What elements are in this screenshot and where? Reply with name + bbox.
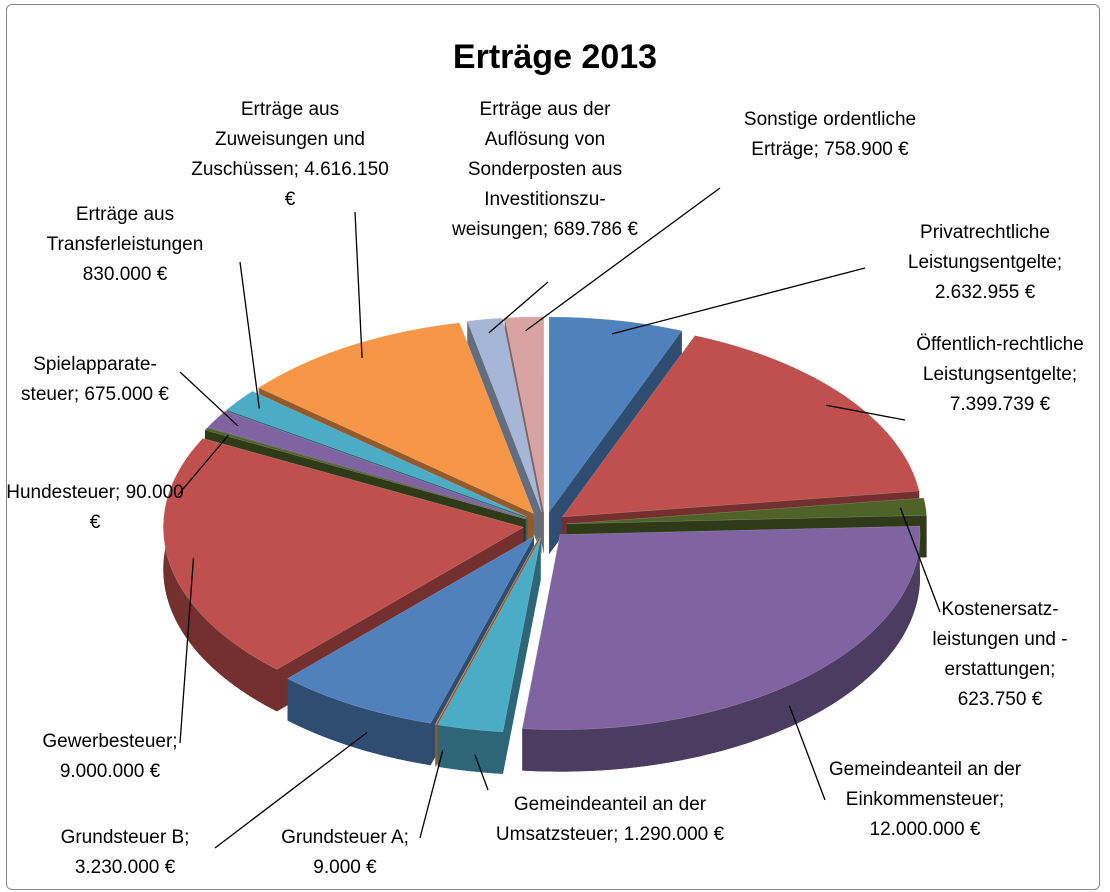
leader-line [611,267,866,335]
leader-line [177,434,229,496]
data-label: Erträge aus der Auflösung von Sonderpost… [445,95,645,245]
slice-name: Sonstige ordentliche Erträge; [743,109,917,160]
data-label: Erträge aus Transferleistungen 830.000 € [10,200,240,290]
data-label: Öffentlich-rechtliche Leistungsentgelte;… [905,330,1095,420]
slice-value: 12.000.000 € [869,819,981,840]
slice-side [437,724,503,774]
slice-value: 675.000 € [84,384,169,405]
slice [434,537,539,725]
slice-side [522,526,921,772]
data-label: Grundsteuer A; 9.000 € [255,823,435,883]
data-label: Erträge aus Zuweisungen und Zuschüssen; … [190,95,390,215]
slice [204,427,526,520]
slice-name: Grundsteuer A; [281,827,409,848]
leader-line [419,750,444,839]
data-label: Gemeindeanteil an der Einkommensteuer; 1… [810,755,1040,845]
slice [207,410,527,519]
leader-line [474,754,489,791]
data-label: Grundsteuer B; 3.230.000 € [35,823,215,883]
slice [258,322,535,515]
slice-value: 9.000 € [313,857,377,878]
leader-line [179,371,239,427]
slices [163,316,927,733]
leader-line [826,404,906,421]
slice-name: Erträge aus Transferleistungen [46,204,204,255]
leader-line [239,261,260,409]
slice-value: 1.290.000 € [623,824,725,845]
slice-value: 7.399.739 € [949,394,1051,415]
slice-name: Erträge aus der Auflösung von Sonderpost… [452,99,623,240]
slice [566,497,927,525]
leader-line [179,558,195,744]
slice-name: Gemeindeanteil an der Umsatzsteuer; [495,794,707,845]
leader-line [214,732,368,849]
data-label: Hundesteuer; 90.000 € [5,478,185,538]
leader-line [525,187,721,332]
leader-line [354,211,363,359]
slice-value: 689.786 € [553,219,638,240]
slice-value: 9.000.000 € [59,761,161,782]
data-label: Kostenersatz-leistungen und -erstattunge… [910,595,1090,715]
slice-name: Spielapparate-steuer; [21,354,157,405]
data-label: Gewerbesteuer; 9.000.000 € [10,727,210,787]
data-label: Gemeindeanteil an der Umsatzsteuer; 1.29… [495,790,725,850]
slice-name: Öffentlich-rechtliche Leistungsentgelte; [916,334,1084,385]
slice-side [287,678,431,766]
leader-line [788,705,826,801]
chart-frame [6,4,1100,890]
chart-title: Erträge 2013 [452,38,658,76]
slice-value: 4.616.150 € [284,159,389,210]
slice [466,317,542,513]
slice [163,438,524,670]
data-label: Spielapparate-steuer; 675.000 € [15,350,175,410]
slice-value: 2.632.955 € [934,282,1036,303]
slice-name: Gemeindeanteil an der Einkommensteuer; [828,759,1022,810]
slice-value: 623.750 € [957,689,1043,710]
leader-line [488,281,549,334]
slice-value: 830.000 € [82,264,168,285]
slice [226,390,528,518]
slice-name: Grundsteuer B; [60,827,190,848]
slice [286,535,535,724]
slice-name: Gewerbesteuer; [42,731,178,752]
slice-value: 3.230.000 € [74,857,176,878]
slice [548,316,683,513]
data-label: Sonstige ordentliche Erträge; 758.900 € [715,105,945,165]
slice-value: 758.900 € [824,139,909,160]
data-label: Privatrechtliche Leistungsentgelte; 2.63… [865,218,1105,308]
slice-side [163,438,277,712]
slice-name: Erträge aus Zuweisungen und Zuschüssen; [191,99,365,180]
slice-name: Kostenersatz-leistungen und -erstattunge… [932,599,1068,680]
leader-line [899,507,941,613]
slice [561,335,920,518]
slice [437,537,541,733]
slice-name: Privatrechtliche Leistungsentgelte; [907,222,1063,273]
slice-value: 90.000 € [89,482,184,533]
slice-name: Hundesteuer; [6,482,121,503]
slice [521,525,921,730]
